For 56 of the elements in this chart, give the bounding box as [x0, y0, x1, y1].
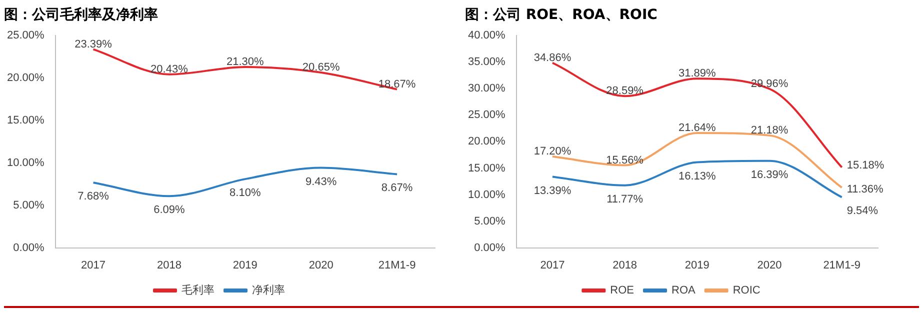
data-label: 21.18%: [750, 124, 788, 136]
data-label: 20.65%: [302, 62, 340, 74]
data-label: 9.54%: [846, 205, 878, 218]
x-tick-label: 2020: [757, 259, 782, 272]
data-label: 13.39%: [534, 184, 572, 197]
y-tick-label: 10.00%: [6, 156, 45, 169]
data-label: 15.18%: [846, 159, 884, 172]
y-tick-label: 35.00%: [468, 56, 506, 68]
legend-label: ROE: [610, 284, 634, 297]
data-label: 21.30%: [226, 56, 264, 68]
data-label: 31.89%: [678, 68, 716, 80]
x-tick-label: 2018: [612, 259, 638, 272]
data-label: 7.68%: [78, 190, 110, 203]
x-tick-label: 21M1-9: [378, 259, 416, 272]
data-label: 34.86%: [534, 52, 572, 64]
x-tick-label: 2019: [684, 259, 710, 272]
y-tick-label: 5.00%: [474, 215, 506, 228]
data-label: 17.20%: [534, 146, 572, 158]
data-label: 15.56%: [606, 154, 644, 166]
legend-label: ROA: [672, 284, 696, 297]
legend-label: ROIC: [732, 284, 760, 297]
y-tick-label: 5.00%: [13, 199, 45, 212]
y-tick-label: 20.00%: [468, 136, 506, 148]
x-tick-label: 2017: [540, 259, 565, 272]
data-label: 8.10%: [230, 187, 261, 200]
y-tick-label: 40.00%: [468, 30, 506, 42]
x-tick-label: 2018: [156, 259, 182, 272]
y-tick-label: 25.00%: [468, 109, 506, 122]
data-label: 16.39%: [750, 168, 788, 181]
data-label: 28.59%: [606, 85, 644, 98]
data-label: 6.09%: [154, 204, 186, 216]
y-tick-label: 10.00%: [468, 188, 506, 201]
data-label: 20.43%: [150, 63, 188, 76]
x-tick-label: 2017: [81, 259, 106, 272]
data-label: 21.64%: [678, 122, 716, 134]
data-label: 16.13%: [678, 170, 716, 182]
data-label: 8.67%: [381, 182, 413, 194]
chart-title: 图：公司 ROE、ROA、ROIC: [465, 6, 658, 25]
chart-title: 图：公司毛利率及净利率: [4, 6, 159, 25]
y-tick-label: 0.00%: [13, 242, 45, 254]
legend-label: 毛利率: [182, 284, 214, 297]
x-tick-label: 21M1-9: [823, 259, 860, 272]
y-tick-label: 15.00%: [6, 114, 45, 127]
y-tick-label: 30.00%: [468, 82, 506, 95]
data-label: 11.36%: [846, 184, 884, 196]
x-tick-label: 2019: [232, 259, 258, 272]
data-label: 9.43%: [305, 176, 337, 188]
y-tick-label: 0.00%: [474, 242, 506, 254]
x-tick-label: 2020: [308, 259, 334, 272]
y-tick-label: 25.00%: [6, 30, 45, 42]
data-label: 11.77%: [606, 193, 644, 206]
legend-label: 净利率: [252, 284, 285, 297]
y-tick-label: 15.00%: [468, 162, 506, 174]
y-tick-label: 20.00%: [6, 72, 45, 84]
data-label: 23.39%: [74, 38, 112, 50]
data-label: 18.67%: [378, 78, 416, 90]
